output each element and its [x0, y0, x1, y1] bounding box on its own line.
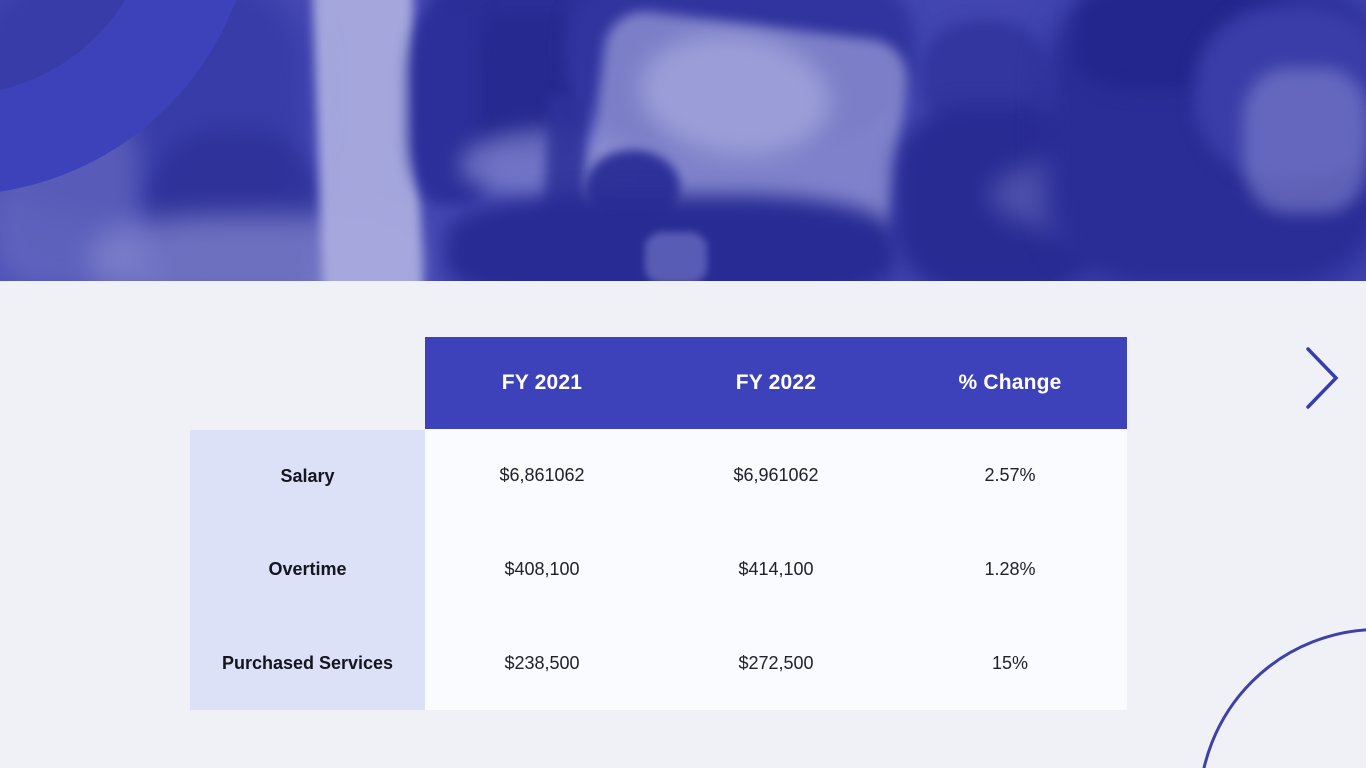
column-header-fy2021: FY 2021 — [501, 371, 583, 394]
table-cell: $6,861062 — [499, 465, 585, 486]
row-label-salary: Salary — [280, 466, 335, 487]
budget-table: FY 2021 FY 2022 % Change Salary Overtime… — [190, 337, 1127, 711]
table-cell: $408,100 — [504, 558, 580, 579]
hero-photo-shape — [1243, 68, 1366, 213]
hero-photo-shape — [645, 232, 707, 281]
table-cell: 2.57% — [984, 465, 1036, 486]
chevron-right-icon[interactable] — [1300, 342, 1344, 414]
table-header-row: FY 2021 FY 2022 % Change — [425, 337, 1127, 429]
table-cell: $272,500 — [738, 652, 814, 673]
table-body: $6,861062 $6,961062 2.57% $408,100 $414,… — [425, 429, 1127, 710]
decorative-circle-outline — [1198, 628, 1366, 768]
row-label-overtime: Overtime — [268, 559, 347, 580]
row-label-column: Salary Overtime Purchased Services — [190, 430, 425, 710]
table-cell: $238,500 — [504, 652, 580, 673]
column-header-fy2022: FY 2022 — [735, 371, 817, 394]
table-cell: $414,100 — [738, 558, 814, 579]
table-cell: 1.28% — [984, 558, 1036, 579]
table-cell: $6,961062 — [733, 465, 819, 486]
hero-photo-shape — [312, 0, 424, 281]
row-label-purchased-services: Purchased Services — [221, 652, 394, 673]
hero-photo — [0, 0, 1366, 281]
table-cell: 15% — [991, 652, 1029, 673]
column-header-change: % Change — [958, 371, 1062, 394]
